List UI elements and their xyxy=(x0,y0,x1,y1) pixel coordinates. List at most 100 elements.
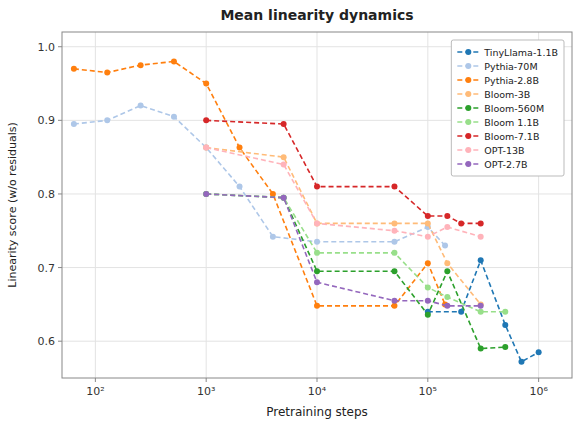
point xyxy=(425,234,431,240)
point xyxy=(237,145,243,151)
point xyxy=(314,303,320,309)
legend-item: Bloom-7.1B xyxy=(457,131,539,142)
point xyxy=(502,344,508,350)
legend-label: Bloom-560M xyxy=(484,103,544,114)
point xyxy=(444,294,450,300)
series-line xyxy=(206,148,481,237)
y-tick-label: 0.8 xyxy=(38,188,56,201)
point xyxy=(203,191,209,197)
y-tick-label: 0.9 xyxy=(38,114,56,127)
point xyxy=(314,250,320,256)
series-line xyxy=(206,148,481,305)
grid-line xyxy=(62,267,572,268)
legend-item: Pythia-70M xyxy=(457,61,537,72)
point xyxy=(478,257,484,263)
x-tick-label: 10⁵ xyxy=(419,385,437,398)
x-tick xyxy=(206,378,207,382)
point xyxy=(281,154,287,160)
point xyxy=(444,260,450,266)
point xyxy=(444,213,450,219)
point xyxy=(138,103,144,109)
x-tick xyxy=(538,378,539,382)
point xyxy=(171,58,177,64)
point xyxy=(314,220,320,226)
grid-line xyxy=(62,193,572,194)
point xyxy=(203,191,209,197)
legend-item: TinyLlama-1.1B xyxy=(457,47,558,58)
legend: TinyLlama-1.1BPythia-70MPythia-2.8BBloom… xyxy=(451,40,564,176)
x-tick xyxy=(427,378,428,382)
point xyxy=(458,220,464,226)
grid-line xyxy=(427,32,428,378)
legend-box xyxy=(451,40,564,176)
legend-marker xyxy=(465,77,471,83)
point xyxy=(502,309,508,315)
point xyxy=(281,195,287,201)
legend-marker xyxy=(465,91,471,97)
y-tick xyxy=(58,120,62,121)
legend-item: OPT-13B xyxy=(457,145,524,156)
series-line xyxy=(206,120,481,223)
point xyxy=(478,234,484,240)
legend-marker xyxy=(465,119,471,125)
y-tick-label: 0.6 xyxy=(38,335,56,348)
series-line xyxy=(206,194,505,312)
point xyxy=(314,220,320,226)
y-axis-label: Linearity score (w/o residuals) xyxy=(6,122,19,287)
point xyxy=(391,250,397,256)
point xyxy=(478,346,484,352)
legend-item: OPT-2.7B xyxy=(457,159,527,170)
point xyxy=(391,298,397,304)
legend-item: Bloom-560M xyxy=(457,103,544,114)
grid-line xyxy=(62,341,572,342)
series-line xyxy=(206,194,505,349)
title: Mean linearity dynamics xyxy=(220,7,413,23)
point xyxy=(314,279,320,285)
x-tick-label: 10⁶ xyxy=(529,385,548,398)
legend-label: Pythia-70M xyxy=(484,61,537,72)
legend-marker xyxy=(465,161,471,167)
point xyxy=(444,303,450,309)
point xyxy=(444,224,450,230)
point xyxy=(478,220,484,226)
legend-item: Bloom 1.1B xyxy=(457,117,539,128)
point xyxy=(281,195,287,201)
point xyxy=(391,220,397,226)
point xyxy=(104,117,110,123)
grid-line xyxy=(95,32,96,378)
grid xyxy=(62,32,572,378)
grid-line xyxy=(317,32,318,378)
point xyxy=(425,260,431,266)
y-tick xyxy=(58,193,62,194)
legend-label: TinyLlama-1.1B xyxy=(483,47,558,58)
legend-label: OPT-2.7B xyxy=(484,159,527,170)
point xyxy=(314,184,320,190)
point xyxy=(478,303,484,309)
point xyxy=(203,81,209,87)
point xyxy=(502,322,508,328)
point xyxy=(171,114,177,120)
point xyxy=(203,145,209,151)
x-axis-label: Pretraining steps xyxy=(266,405,368,419)
series-line xyxy=(74,106,445,246)
series-line xyxy=(74,61,445,305)
point xyxy=(203,117,209,123)
point xyxy=(425,312,431,318)
x-tick xyxy=(317,378,318,382)
point xyxy=(203,191,209,197)
point xyxy=(518,359,524,365)
point xyxy=(536,349,542,355)
point xyxy=(425,213,431,219)
legend-marker xyxy=(465,147,471,153)
x-tick-label: 10² xyxy=(86,385,104,398)
point xyxy=(425,298,431,304)
plot-frame xyxy=(62,32,572,378)
point xyxy=(281,162,287,168)
point xyxy=(71,66,77,72)
point xyxy=(203,145,209,151)
y-tick xyxy=(58,341,62,342)
point xyxy=(281,121,287,127)
x-tick-label: 10⁴ xyxy=(308,385,327,398)
point xyxy=(138,62,144,68)
x-tick xyxy=(95,378,96,382)
